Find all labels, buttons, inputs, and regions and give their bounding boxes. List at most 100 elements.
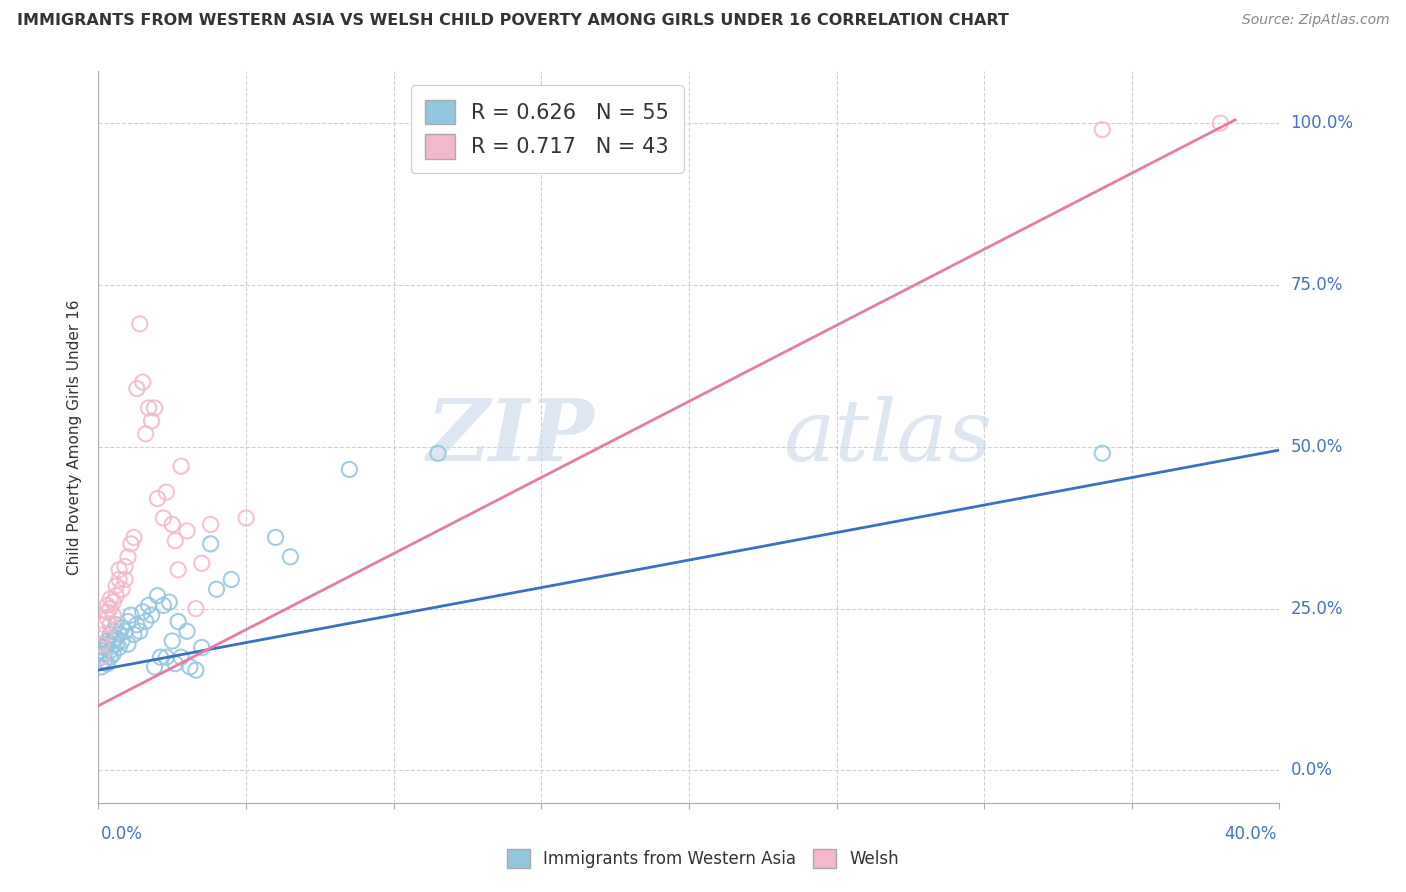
Point xyxy=(122,627,145,641)
Point xyxy=(1091,446,1114,460)
Point xyxy=(141,608,163,623)
Point xyxy=(155,485,177,500)
Point xyxy=(90,660,112,674)
Point xyxy=(191,557,214,571)
Point xyxy=(157,595,180,609)
Point xyxy=(93,653,115,667)
Point xyxy=(167,615,190,629)
Point xyxy=(117,549,139,564)
Point xyxy=(93,647,115,661)
Point xyxy=(138,401,160,415)
Point xyxy=(184,601,207,615)
Point xyxy=(108,640,131,655)
Point xyxy=(108,573,131,587)
Text: atlas: atlas xyxy=(783,396,993,478)
Point xyxy=(108,563,131,577)
Text: 50.0%: 50.0% xyxy=(1291,438,1343,456)
Point xyxy=(135,426,157,441)
Point xyxy=(120,608,142,623)
Text: 100.0%: 100.0% xyxy=(1291,114,1354,132)
Point xyxy=(105,631,128,645)
Point xyxy=(165,533,187,548)
Point xyxy=(103,624,125,639)
Point xyxy=(98,650,121,665)
Point xyxy=(103,595,125,609)
Text: 40.0%: 40.0% xyxy=(1225,825,1277,843)
Point xyxy=(90,637,112,651)
Point xyxy=(103,608,125,623)
Point xyxy=(146,589,169,603)
Point xyxy=(125,382,148,396)
Point xyxy=(98,601,121,615)
Legend: R = 0.626   N = 55, R = 0.717   N = 43: R = 0.626 N = 55, R = 0.717 N = 43 xyxy=(411,86,683,173)
Y-axis label: Child Poverty Among Girls Under 16: Child Poverty Among Girls Under 16 xyxy=(67,300,83,574)
Point xyxy=(108,627,131,641)
Text: 0.0%: 0.0% xyxy=(1291,762,1333,780)
Point xyxy=(128,317,150,331)
Point xyxy=(96,657,118,671)
Point xyxy=(96,611,118,625)
Point xyxy=(143,401,166,415)
Point xyxy=(125,617,148,632)
Point xyxy=(96,634,118,648)
Point xyxy=(114,573,136,587)
Point xyxy=(200,537,222,551)
Point xyxy=(155,650,177,665)
Point xyxy=(162,517,183,532)
Text: 75.0%: 75.0% xyxy=(1291,276,1343,294)
Point xyxy=(93,640,115,655)
Point xyxy=(98,617,121,632)
Point xyxy=(98,591,121,606)
Point xyxy=(114,559,136,574)
Point xyxy=(1091,122,1114,136)
Point xyxy=(117,615,139,629)
Point xyxy=(105,637,128,651)
Point xyxy=(105,617,128,632)
Point xyxy=(93,627,115,641)
Point xyxy=(165,657,187,671)
Point xyxy=(96,599,118,613)
Point xyxy=(427,446,450,460)
Point xyxy=(170,459,193,474)
Point xyxy=(98,627,121,641)
Point xyxy=(200,517,222,532)
Text: 0.0%: 0.0% xyxy=(101,825,143,843)
Point xyxy=(176,624,198,639)
Point xyxy=(264,530,287,544)
Point xyxy=(191,640,214,655)
Point xyxy=(170,650,193,665)
Point xyxy=(114,624,136,639)
Point xyxy=(98,643,121,657)
Point xyxy=(219,573,242,587)
Point xyxy=(122,530,145,544)
Point xyxy=(143,660,166,674)
Point xyxy=(278,549,302,564)
Point xyxy=(111,582,134,597)
Point xyxy=(235,511,257,525)
Point xyxy=(96,605,118,619)
Text: 25.0%: 25.0% xyxy=(1291,599,1343,617)
Point xyxy=(105,589,128,603)
Point xyxy=(176,524,198,538)
Point xyxy=(90,650,112,665)
Point xyxy=(162,634,183,648)
Point xyxy=(96,637,118,651)
Point xyxy=(128,624,150,639)
Point xyxy=(1209,116,1232,130)
Point xyxy=(141,414,163,428)
Point xyxy=(120,537,142,551)
Point xyxy=(152,511,174,525)
Point xyxy=(205,582,228,597)
Point xyxy=(93,617,115,632)
Point xyxy=(117,637,139,651)
Point xyxy=(167,563,190,577)
Point xyxy=(132,605,155,619)
Text: IMMIGRANTS FROM WESTERN ASIA VS WELSH CHILD POVERTY AMONG GIRLS UNDER 16 CORRELA: IMMIGRANTS FROM WESTERN ASIA VS WELSH CH… xyxy=(17,13,1008,29)
Point xyxy=(90,643,112,657)
Point xyxy=(111,634,134,648)
Point xyxy=(152,599,174,613)
Point xyxy=(135,615,157,629)
Point xyxy=(103,647,125,661)
Text: Source: ZipAtlas.com: Source: ZipAtlas.com xyxy=(1241,13,1389,28)
Point xyxy=(90,650,112,665)
